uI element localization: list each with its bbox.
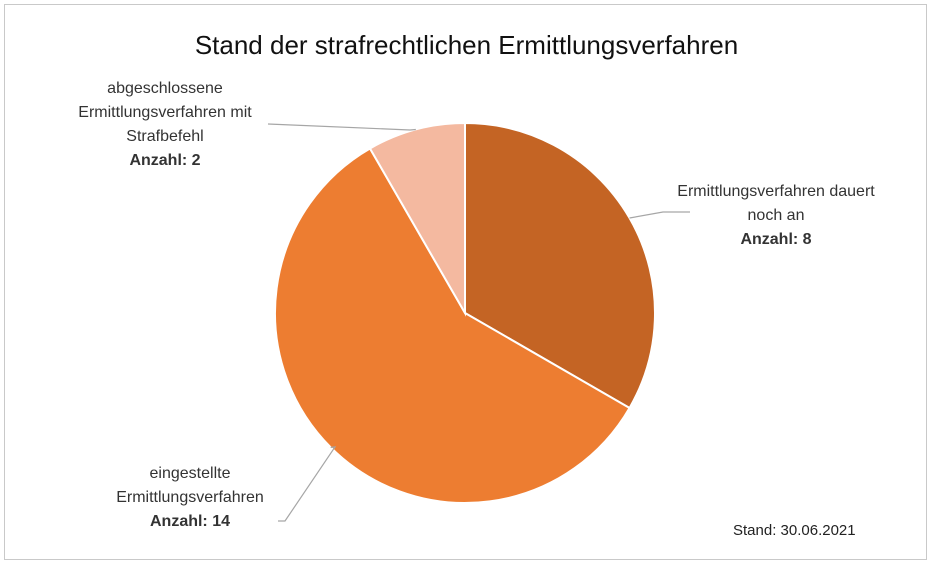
slice-label-discontinued-text: eingestellte Ermittlungsverfahren [116, 465, 264, 506]
slice-label-ongoing-text: Ermittlungsverfahren dauert noch an [677, 183, 875, 224]
slice-label-closed-count: Anzahl: 2 [129, 152, 201, 169]
leader-line-discontinued [278, 446, 337, 522]
chart-title: Stand der strafrechtlichen Ermittlungsve… [194, 30, 739, 60]
slice-closed [368, 121, 466, 317]
slice-label-ongoing-count: Anzahl: 8 [740, 231, 812, 248]
slice-ongoing [464, 121, 656, 410]
slice-label-closed: abgeschlossene Ermittlungsverfahren mit … [50, 77, 280, 173]
slice-label-closed-text: abgeschlossene Ermittlungsverfahren mit … [78, 80, 252, 145]
slice-label-discontinued: eingestellte Ermittlungsverfahren Anzahl… [85, 462, 295, 534]
leader-line-closed [267, 123, 416, 131]
slice-label-ongoing: Ermittlungsverfahren dauert noch an Anza… [671, 180, 881, 252]
slice-label-discontinued-count: Anzahl: 14 [149, 513, 230, 530]
footnote-date: Stand: 30.06.2021 [733, 522, 856, 539]
leader-line-ongoing [629, 211, 690, 219]
